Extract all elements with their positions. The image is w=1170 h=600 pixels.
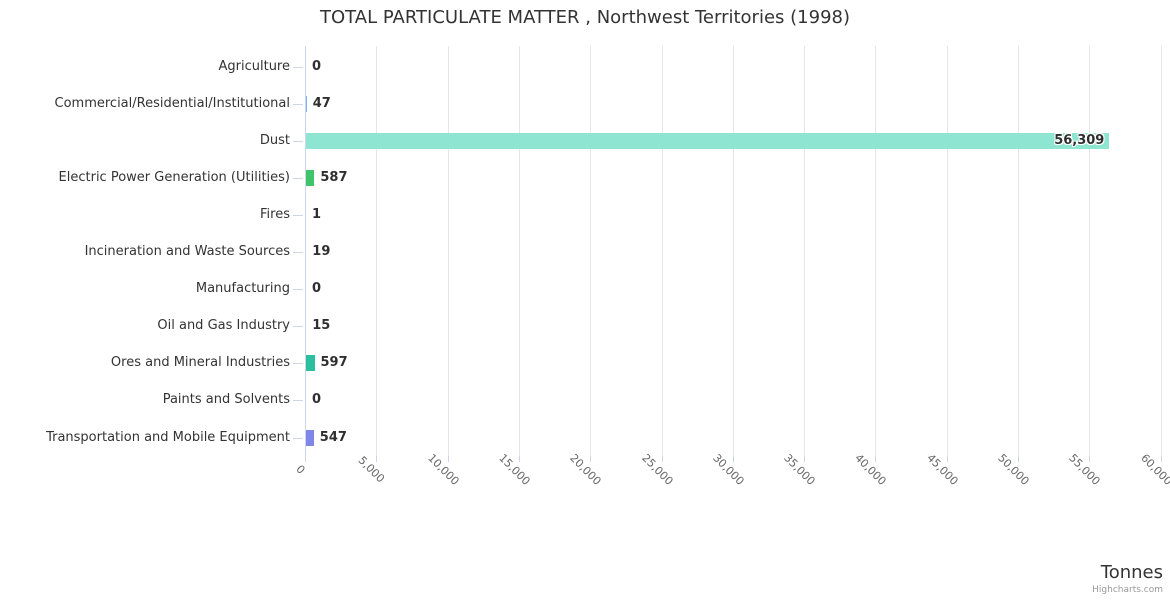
x-tick-mark: [1018, 456, 1019, 462]
grid-line: [590, 46, 592, 456]
category-label: Transportation and Mobile Equipment: [46, 429, 290, 445]
x-tick-label: 35,000: [781, 451, 843, 487]
chart-title: TOTAL PARTICULATE MATTER , Northwest Ter…: [320, 7, 850, 28]
value-label: 1: [312, 206, 322, 222]
category-tick-mark: [293, 177, 303, 179]
x-tick-label-text: 60,000: [1137, 451, 1170, 488]
value-label: 547: [319, 429, 347, 445]
category-tick-mark: [293, 214, 303, 216]
x-tick-mark: [1089, 456, 1091, 462]
value-label: 0: [312, 281, 322, 297]
category-label: Manufacturing: [195, 281, 290, 297]
bar[interactable]: [306, 132, 1109, 149]
x-tick-label: 0: [293, 463, 312, 478]
x-tick-label: 30,000: [710, 451, 772, 487]
value-label: 597: [320, 355, 348, 371]
bar[interactable]: [306, 429, 314, 446]
grid-line: [518, 46, 520, 456]
x-tick-label-text: 5,000: [355, 453, 388, 486]
value-label: 15: [312, 318, 331, 334]
category-tick-mark: [293, 437, 303, 439]
x-axis-title: Tonnes: [1100, 562, 1163, 583]
grid-line: [875, 46, 877, 456]
x-tick-mark: [875, 456, 877, 462]
value-label: 0: [312, 392, 322, 408]
grid-line: [1018, 46, 1019, 456]
y-axis-line: [305, 46, 306, 456]
x-tick-label-text: 35,000: [781, 451, 818, 488]
x-tick-label-text: 15,000: [496, 451, 533, 488]
x-tick-label: 40,000: [853, 451, 914, 487]
grid-line: [1160, 46, 1162, 456]
category-label: Electric Power Generation (Utilities): [58, 169, 290, 185]
category-tick-mark: [293, 140, 303, 142]
x-tick-label: 60,000: [1138, 451, 1170, 487]
category-tick-mark: [293, 103, 303, 105]
x-tick-mark: [447, 456, 449, 462]
bar[interactable]: [306, 169, 315, 186]
x-tick-mark: [376, 456, 378, 462]
x-tick-label: 55,000: [1066, 451, 1128, 487]
category-tick-mark: [293, 289, 303, 291]
x-tick-label: 10,000: [425, 451, 487, 487]
grid-line: [1089, 46, 1091, 456]
bar[interactable]: [306, 355, 315, 372]
value-label: 56,309: [1054, 132, 1105, 148]
category-label: Dust: [259, 132, 290, 148]
x-tick-mark: [305, 456, 306, 462]
x-tick-label-text: 0: [293, 462, 308, 477]
grid-line: [732, 46, 734, 456]
x-tick-label: 15,000: [496, 451, 558, 487]
category-label: Incineration and Waste Sources: [84, 244, 290, 259]
category-label: Ores and Mineral Industries: [110, 355, 290, 371]
bar[interactable]: [306, 95, 307, 112]
category-tick-mark: [293, 363, 303, 365]
x-tick-label-text: 55,000: [1066, 451, 1103, 488]
category-label: Commercial/Residential/Institutional: [54, 95, 291, 111]
grid-line: [376, 46, 378, 456]
grid-line: [946, 46, 948, 456]
x-tick-mark: [518, 456, 520, 462]
x-tick-mark: [590, 456, 592, 462]
category-tick-mark: [293, 326, 303, 328]
category-label: Agriculture: [218, 58, 291, 74]
x-tick-mark: [661, 456, 663, 462]
highcharts-credit-link[interactable]: Highcharts.com: [1092, 585, 1163, 595]
x-tick-mark: [946, 456, 948, 462]
x-tick-label: 50,000: [995, 451, 1057, 487]
value-label: 47: [312, 95, 331, 111]
value-label: 19: [312, 244, 331, 259]
x-tick-label-text: 25,000: [638, 451, 676, 488]
value-label: 587: [320, 169, 348, 185]
x-tick-label-text: 50,000: [995, 451, 1032, 488]
x-tick-mark: [804, 456, 806, 462]
grid-line: [804, 46, 806, 456]
x-tick-label-text: 20,000: [567, 451, 604, 488]
grid-line: [661, 46, 663, 456]
value-label: 0: [312, 58, 322, 74]
x-tick-label: 5,000: [356, 454, 408, 485]
category-label: Paints and Solvents: [162, 392, 290, 408]
category-tick-mark: [293, 400, 303, 402]
category-tick-mark: [293, 252, 303, 253]
x-tick-label-text: 45,000: [923, 451, 961, 488]
x-tick-mark: [1160, 456, 1162, 462]
x-tick-label: 45,000: [924, 451, 986, 487]
x-tick-label-text: 40,000: [852, 451, 890, 488]
x-tick-mark: [732, 456, 734, 462]
category-tick-mark: [293, 66, 303, 68]
x-tick-label-text: 10,000: [424, 451, 462, 488]
x-tick-label-text: 30,000: [709, 451, 747, 488]
category-label: Oil and Gas Industry: [157, 318, 290, 334]
category-label: Fires: [260, 206, 290, 222]
x-tick-label: 20,000: [567, 451, 629, 487]
grid-line: [447, 46, 449, 456]
x-tick-label: 25,000: [639, 451, 701, 487]
